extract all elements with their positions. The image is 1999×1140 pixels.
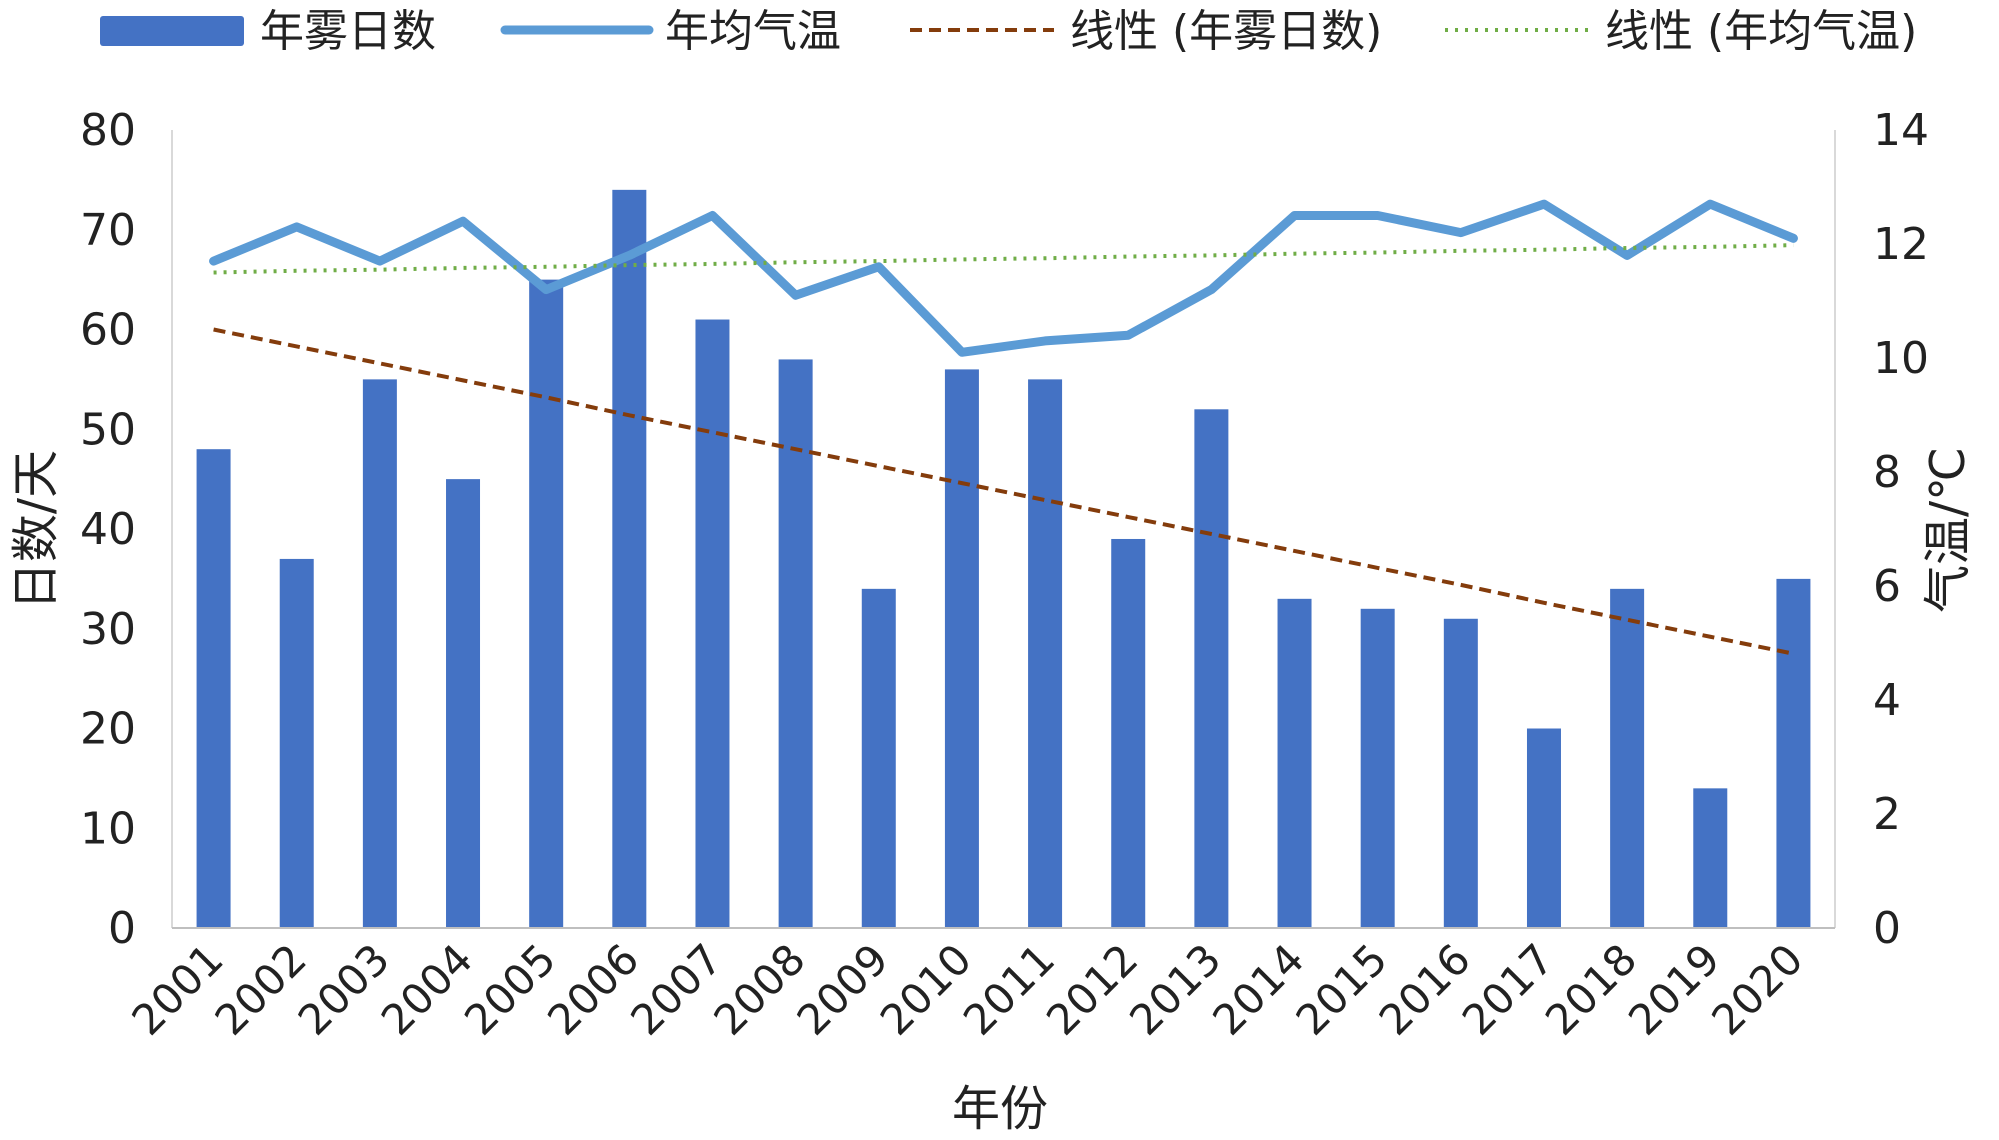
x-tick-label: 2020 <box>1702 934 1812 1044</box>
y-tick-label: 40 <box>80 504 136 555</box>
x-tick-label: 2006 <box>538 934 648 1044</box>
bar <box>944 369 979 928</box>
bar <box>529 279 564 928</box>
y2-tick-label: 12 <box>1873 219 1929 270</box>
y-tick-label: 10 <box>80 803 136 854</box>
x-tick-label: 2003 <box>289 934 399 1044</box>
x-tick-label: 2018 <box>1536 934 1646 1044</box>
bar <box>279 558 314 928</box>
bar <box>1277 598 1312 928</box>
y-tick-label: 80 <box>80 105 136 156</box>
bar <box>1610 588 1645 928</box>
y-axis-title: 日数/天 <box>8 450 64 610</box>
bar <box>778 359 813 928</box>
temperature-line <box>209 199 1798 357</box>
x-axis-ticks: 2001200220032004200520062007200820092010… <box>122 934 1812 1044</box>
temperature-trendline <box>213 243 1794 275</box>
x-tick-label: 2019 <box>1619 934 1729 1044</box>
bar <box>861 588 896 928</box>
y-tick-label: 70 <box>80 205 136 256</box>
bar <box>1194 409 1229 928</box>
x-axis-title: 年份 <box>952 1081 1048 1137</box>
x-tick-label: 2009 <box>788 934 898 1044</box>
y2-tick-label: 8 <box>1873 447 1901 498</box>
x-tick-label: 2008 <box>704 934 814 1044</box>
x-tick-label: 2014 <box>1203 934 1313 1044</box>
bar <box>1360 608 1395 928</box>
x-tick-label: 2015 <box>1287 934 1397 1044</box>
y-tick-label: 50 <box>80 404 136 455</box>
bar <box>1028 379 1063 928</box>
y2-tick-label: 6 <box>1873 561 1901 612</box>
x-tick-label: 2005 <box>455 934 565 1044</box>
x-tick-label: 2001 <box>122 934 232 1044</box>
right-axis-ticks: 0 2 4 6 8 10 12 14 <box>1873 105 1929 954</box>
legend-label: 年均气温 <box>665 6 841 57</box>
legend-label: 线性 (年均气温) <box>1605 6 1917 57</box>
y2-tick-label: 2 <box>1873 789 1901 840</box>
y2-axis-title: 气温/℃ <box>1920 447 1976 613</box>
y-tick-label: 20 <box>80 704 136 755</box>
y-tick-label: 0 <box>108 903 136 954</box>
x-tick-label: 2016 <box>1370 934 1480 1044</box>
x-tick-label: 2010 <box>871 934 981 1044</box>
bar <box>196 449 231 928</box>
fog-days-trendline <box>213 327 1794 656</box>
legend-label: 线性 (年雾日数) <box>1070 6 1382 57</box>
bar <box>1111 538 1146 928</box>
bar <box>695 319 730 928</box>
bar <box>1443 618 1478 928</box>
x-tick-label: 2017 <box>1453 934 1563 1044</box>
x-tick-label: 2007 <box>621 934 731 1044</box>
axes <box>171 130 1836 929</box>
legend: 年雾日数 年均气温 线性 (年雾日数) 线性 (年均气温) <box>100 6 1917 57</box>
bar <box>1776 578 1811 928</box>
bar <box>1693 788 1728 928</box>
y-tick-label: 30 <box>80 604 136 655</box>
y2-tick-label: 0 <box>1873 903 1901 954</box>
y2-tick-label: 4 <box>1873 675 1901 726</box>
bar <box>446 479 481 928</box>
y2-tick-label: 10 <box>1873 333 1929 384</box>
left-axis-ticks: 0 10 20 30 40 50 60 70 80 <box>80 105 136 954</box>
y-tick-label: 60 <box>80 305 136 356</box>
x-tick-label: 2013 <box>1120 934 1230 1044</box>
legend-label: 年雾日数 <box>260 6 436 57</box>
y2-tick-label: 14 <box>1873 105 1929 156</box>
bar <box>612 189 647 929</box>
bar <box>1526 728 1561 928</box>
x-tick-label: 2011 <box>954 934 1064 1044</box>
bar <box>362 379 397 928</box>
x-tick-label: 2002 <box>206 934 316 1044</box>
x-tick-label: 2004 <box>372 934 482 1044</box>
fog-days-bars <box>196 189 1811 929</box>
x-tick-label: 2012 <box>1037 934 1147 1044</box>
lines <box>209 199 1798 656</box>
legend-swatch-bar <box>100 16 244 46</box>
